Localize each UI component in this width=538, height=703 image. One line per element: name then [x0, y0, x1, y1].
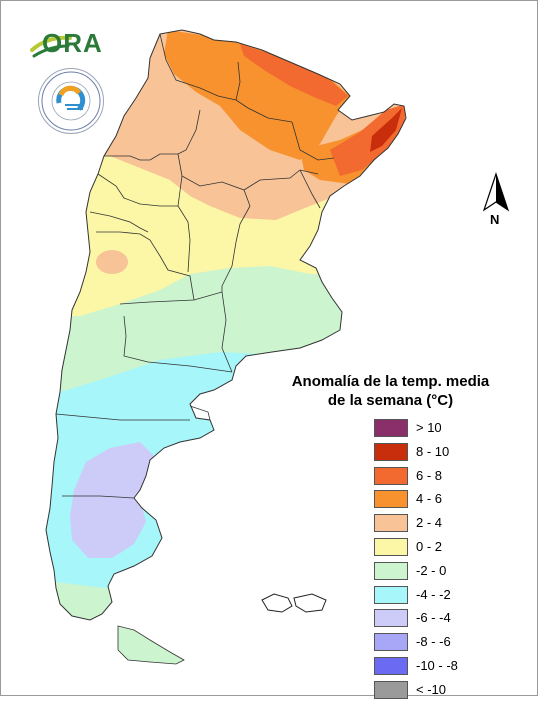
ora-logo-text: ORA [42, 28, 103, 58]
legend-swatch [374, 656, 408, 675]
legend-swatch [374, 585, 408, 604]
legend-label: > 10 [416, 420, 442, 435]
province-boundaries [55, 33, 335, 499]
north-label: N [490, 212, 500, 227]
legend-swatch [374, 561, 408, 580]
legend-label: -2 - 0 [416, 562, 447, 578]
legend-swatch [374, 609, 408, 628]
legend-title: Anomalía de la temp. media de la semana … [288, 372, 493, 410]
legend-label: -8 - -6 [416, 634, 451, 650]
legend-swatch [374, 442, 408, 461]
legend-swatch [374, 537, 408, 556]
zone-minus6-minus4 [70, 442, 156, 558]
ora-logo: ORA [30, 26, 106, 64]
legend-swatch [374, 466, 408, 485]
legend-label: -10 - -8 [416, 657, 458, 673]
zone-minus2-0-south [46, 580, 120, 620]
legend-label: -4 - -2 [416, 586, 451, 602]
legend-swatch [374, 633, 408, 652]
ora-swoosh-icon [30, 35, 72, 58]
legend-swatch [374, 419, 408, 437]
north-arrow-icon [482, 172, 510, 212]
legend-label: 2 - 4 [416, 515, 443, 531]
zone-6-8 [240, 44, 348, 106]
malvinas-islands [261, 593, 327, 613]
north-arrow [480, 172, 512, 232]
legend-label: 4 - 6 [416, 491, 443, 507]
zone-8-10 [370, 108, 402, 152]
legend-label: 8 - 10 [416, 443, 450, 459]
legend-label: -6 - -4 [416, 610, 451, 626]
legend-label: 6 - 8 [416, 467, 443, 483]
legend-swatch [374, 680, 408, 699]
legend-title-line2: de la semana (°C) [327, 392, 454, 409]
legend-title-line1: Anomalía de la temp. media [291, 373, 490, 390]
smn-seal [38, 68, 104, 134]
zone-6-8-misiones [330, 104, 406, 176]
zone-2-4-patch [96, 250, 128, 274]
zone-4-6 [164, 30, 350, 160]
legend-swatch [374, 490, 408, 509]
legend-label: 0 - 2 [416, 538, 443, 554]
tierra-del-fuego [117, 625, 185, 665]
legend-label: < -10 [416, 681, 446, 697]
legend-swatch [374, 514, 408, 533]
smn-seal-icon [41, 71, 101, 131]
